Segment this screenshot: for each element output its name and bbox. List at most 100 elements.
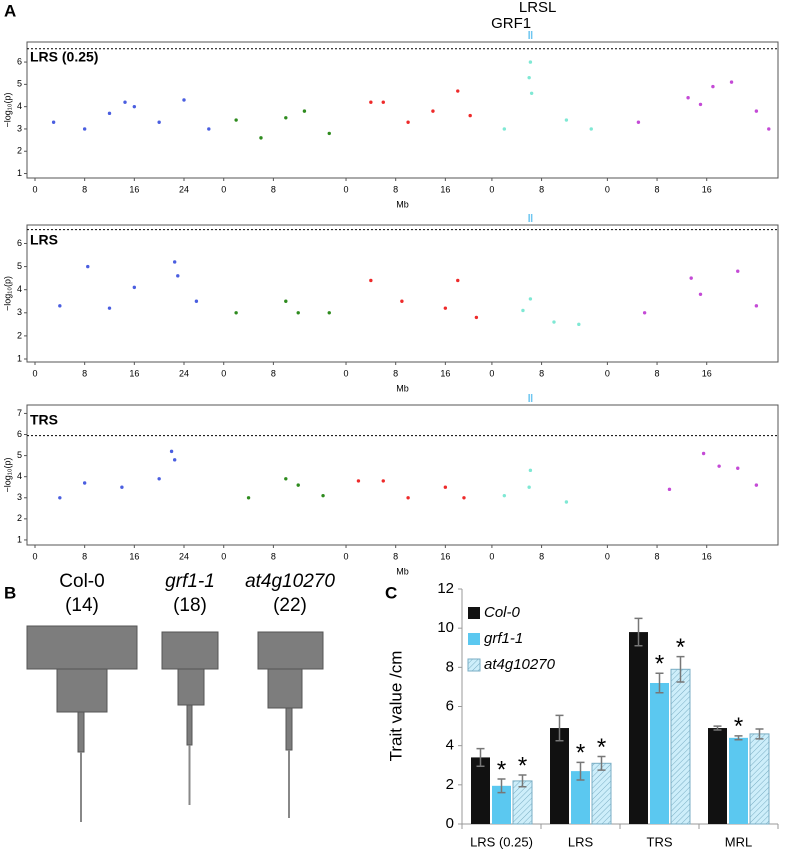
- error-bar: [555, 714, 564, 742]
- snp-point: [132, 285, 137, 290]
- snp-point: [58, 304, 62, 308]
- y-tick-label: 7: [17, 408, 22, 418]
- y-axis-label: −log₁₀(p): [2, 457, 12, 492]
- genotype-name: Col-0: [59, 571, 104, 592]
- snp-point: [443, 306, 448, 310]
- panel-label: A: [4, 1, 16, 20]
- snp-point: [564, 118, 569, 122]
- significance-mark: *: [518, 752, 527, 779]
- snp-point: [589, 127, 593, 131]
- snp-point: [443, 485, 448, 489]
- y-axis-label: −log₁₀(p): [2, 276, 12, 311]
- snp-point: [321, 493, 325, 498]
- snp-point: [406, 120, 410, 124]
- y-tick-label: 0: [446, 815, 454, 832]
- x-tick-label: 0: [344, 551, 349, 561]
- snp-point: [754, 483, 759, 487]
- x-tick-label: 16: [129, 368, 139, 378]
- x-tick-label: 0: [489, 184, 494, 194]
- bar: [571, 771, 590, 824]
- snp-point: [234, 311, 238, 315]
- legend-label: at4g10270: [484, 656, 556, 673]
- snp-point: [552, 320, 556, 324]
- x-tick-label: 8: [82, 551, 87, 561]
- snp-point: [234, 118, 238, 122]
- snp-point: [176, 274, 180, 278]
- y-axis-label: −log₁₀(p): [2, 92, 12, 127]
- panel-title: TRS: [30, 412, 58, 428]
- snp-point: [58, 496, 62, 500]
- x-tick-label: LRS (0.25): [470, 834, 533, 849]
- y-tick-label: 10: [437, 619, 454, 636]
- error-bar: [655, 672, 664, 694]
- snp-point: [400, 299, 404, 303]
- snp-point: [157, 477, 161, 481]
- x-tick-label: 16: [440, 551, 450, 561]
- snp-point: [767, 127, 771, 131]
- y-tick-label: 4: [17, 284, 22, 294]
- root-diagram: [26, 625, 324, 822]
- snp-point: [172, 458, 177, 462]
- y-tick-label: 4: [17, 101, 22, 111]
- error-bar: [497, 778, 506, 794]
- x-tick-label: 8: [271, 368, 276, 378]
- x-tick-label: 8: [539, 368, 544, 378]
- snp-point: [502, 493, 507, 498]
- y-axis-label: Trait value /cm: [386, 651, 405, 762]
- bar: [471, 757, 490, 824]
- x-tick-label: 8: [393, 368, 398, 378]
- snp-point: [107, 306, 112, 310]
- x-tick-label: MRL: [725, 834, 752, 849]
- snp-point: [642, 311, 647, 315]
- panel-title: LRS: [30, 232, 58, 248]
- x-tick-label: 16: [702, 368, 712, 378]
- error-bar: [755, 728, 764, 740]
- x-tick-label: 0: [489, 551, 494, 561]
- snp-point: [82, 481, 87, 485]
- x-axis-label: Mb: [396, 383, 409, 393]
- snp-point: [521, 308, 525, 313]
- snp-point: [246, 496, 251, 500]
- x-tick-label: 8: [655, 551, 660, 561]
- snp-point: [462, 496, 466, 500]
- snp-point: [132, 104, 137, 109]
- snp-point: [369, 278, 373, 283]
- snp-point: [527, 485, 531, 489]
- y-tick-label: 3: [17, 307, 22, 317]
- bar: [729, 737, 748, 824]
- snp-point: [528, 60, 533, 64]
- legend-swatch: [467, 658, 481, 672]
- snp-point: [284, 477, 288, 481]
- x-axis-label: Mb: [396, 199, 409, 209]
- snp-point: [207, 127, 211, 131]
- snp-point: [327, 311, 331, 315]
- snp-point: [194, 299, 199, 303]
- sample-count: (18): [173, 595, 207, 616]
- legend-swatch: [468, 607, 480, 619]
- x-tick-label: 0: [221, 184, 226, 194]
- snp-point: [527, 75, 531, 80]
- y-tick-label: 2: [17, 330, 22, 340]
- x-tick-label: 16: [129, 551, 139, 561]
- y-tick-label: 3: [17, 492, 22, 502]
- x-tick-label: 0: [605, 551, 610, 561]
- legend-label: grf1-1: [484, 630, 523, 647]
- error-bar: [676, 655, 685, 683]
- x-tick-label: 0: [221, 368, 226, 378]
- gene-label: LRSL: [519, 0, 557, 16]
- x-tick-label: 16: [440, 368, 450, 378]
- error-bar: [597, 755, 606, 771]
- x-tick-label: 0: [344, 184, 349, 194]
- y-tick-label: 3: [17, 123, 22, 133]
- y-tick-label: 5: [17, 261, 22, 271]
- y-tick-label: 4: [17, 471, 22, 481]
- y-tick-label: 5: [17, 79, 22, 89]
- snp-point: [296, 483, 300, 487]
- snp-point: [689, 276, 693, 280]
- significance-mark: *: [597, 734, 606, 761]
- y-tick-label: 2: [17, 513, 22, 523]
- snp-point: [698, 102, 703, 107]
- snp-point: [686, 96, 690, 100]
- bar: [492, 785, 511, 824]
- snp-point: [502, 127, 507, 131]
